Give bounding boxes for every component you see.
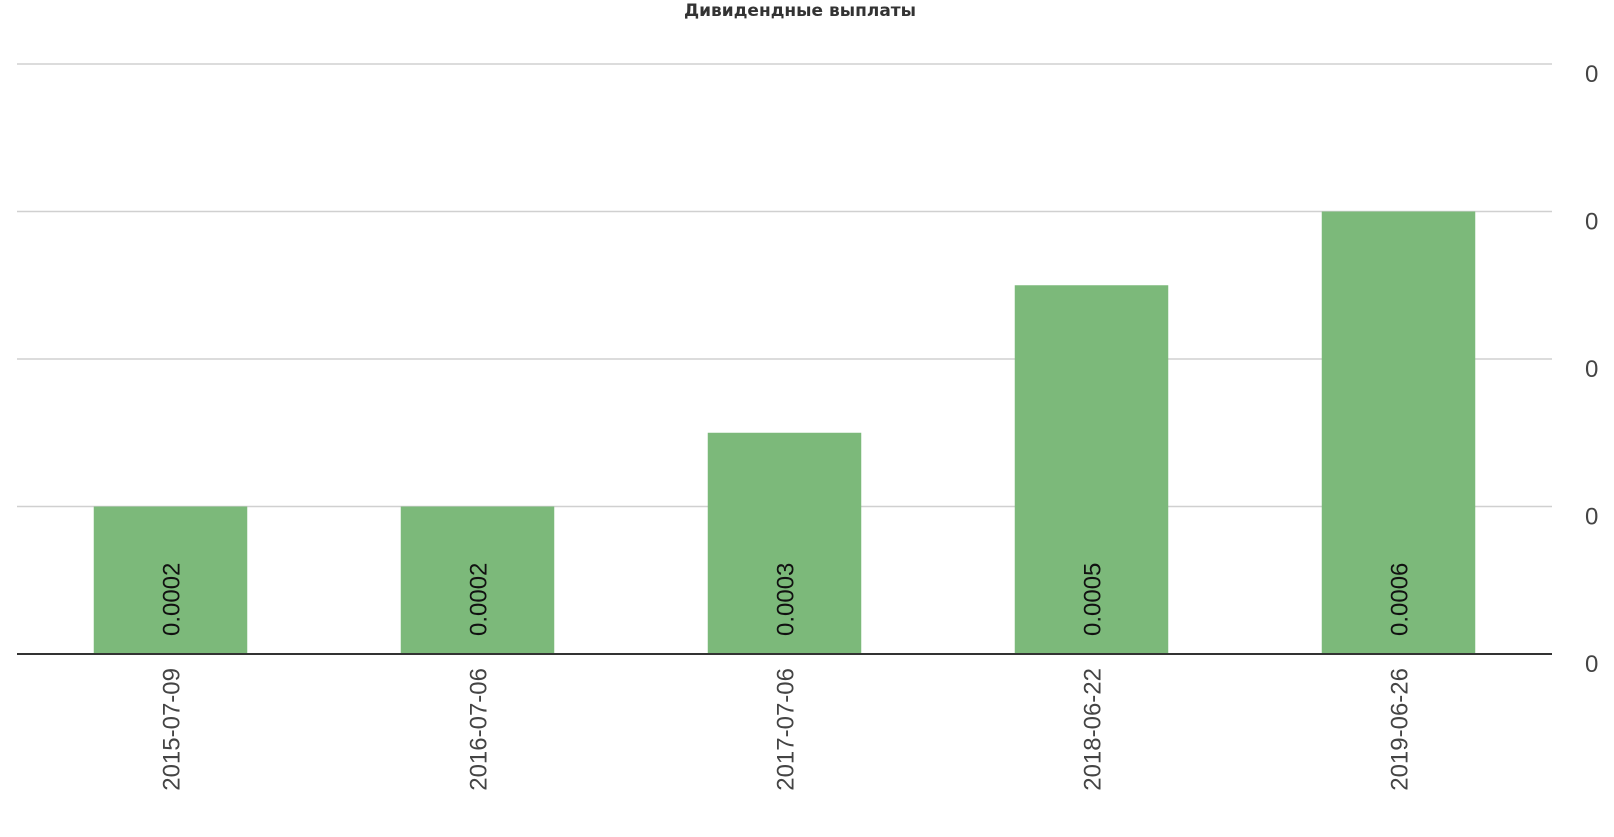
bar — [707, 432, 862, 654]
data-label: 0.0006 — [1387, 563, 1414, 636]
data-label: 0.0002 — [466, 563, 493, 636]
x-tick-label: 2018-06-22 — [1080, 668, 1107, 791]
bar — [1321, 211, 1476, 654]
x-tick-label: 2015-07-09 — [159, 668, 186, 791]
x-axis-ticks: 2015-07-09 2016-07-06 2017-07-06 2018-06-22… — [159, 668, 1414, 791]
y-tick-label: 0 — [1585, 651, 1598, 678]
y-tick-label: 0 — [1585, 209, 1598, 236]
bars — [93, 211, 1476, 654]
x-tick-label: 2016-07-06 — [466, 668, 493, 791]
data-label: 0.0003 — [773, 563, 800, 636]
bar — [400, 506, 555, 654]
y-tick-label: 0 — [1585, 356, 1598, 383]
data-label: 0.0002 — [159, 563, 186, 636]
x-tick-label: 2019-06-26 — [1387, 668, 1414, 791]
bar — [93, 506, 248, 654]
chart-title: Дивидендные выплаты — [684, 1, 916, 21]
data-labels: 0.0002 0.0002 0.0003 0.0005 0.0006 — [159, 563, 1414, 636]
y-tick-label: 0 — [1585, 61, 1598, 88]
data-label: 0.0005 — [1080, 563, 1107, 636]
y-tick-label: 0 — [1585, 504, 1598, 531]
x-tick-label: 2017-07-06 — [773, 668, 800, 791]
bar — [1014, 285, 1169, 654]
y-axis-ticks: 0 0 0 0 0 — [1585, 61, 1598, 678]
